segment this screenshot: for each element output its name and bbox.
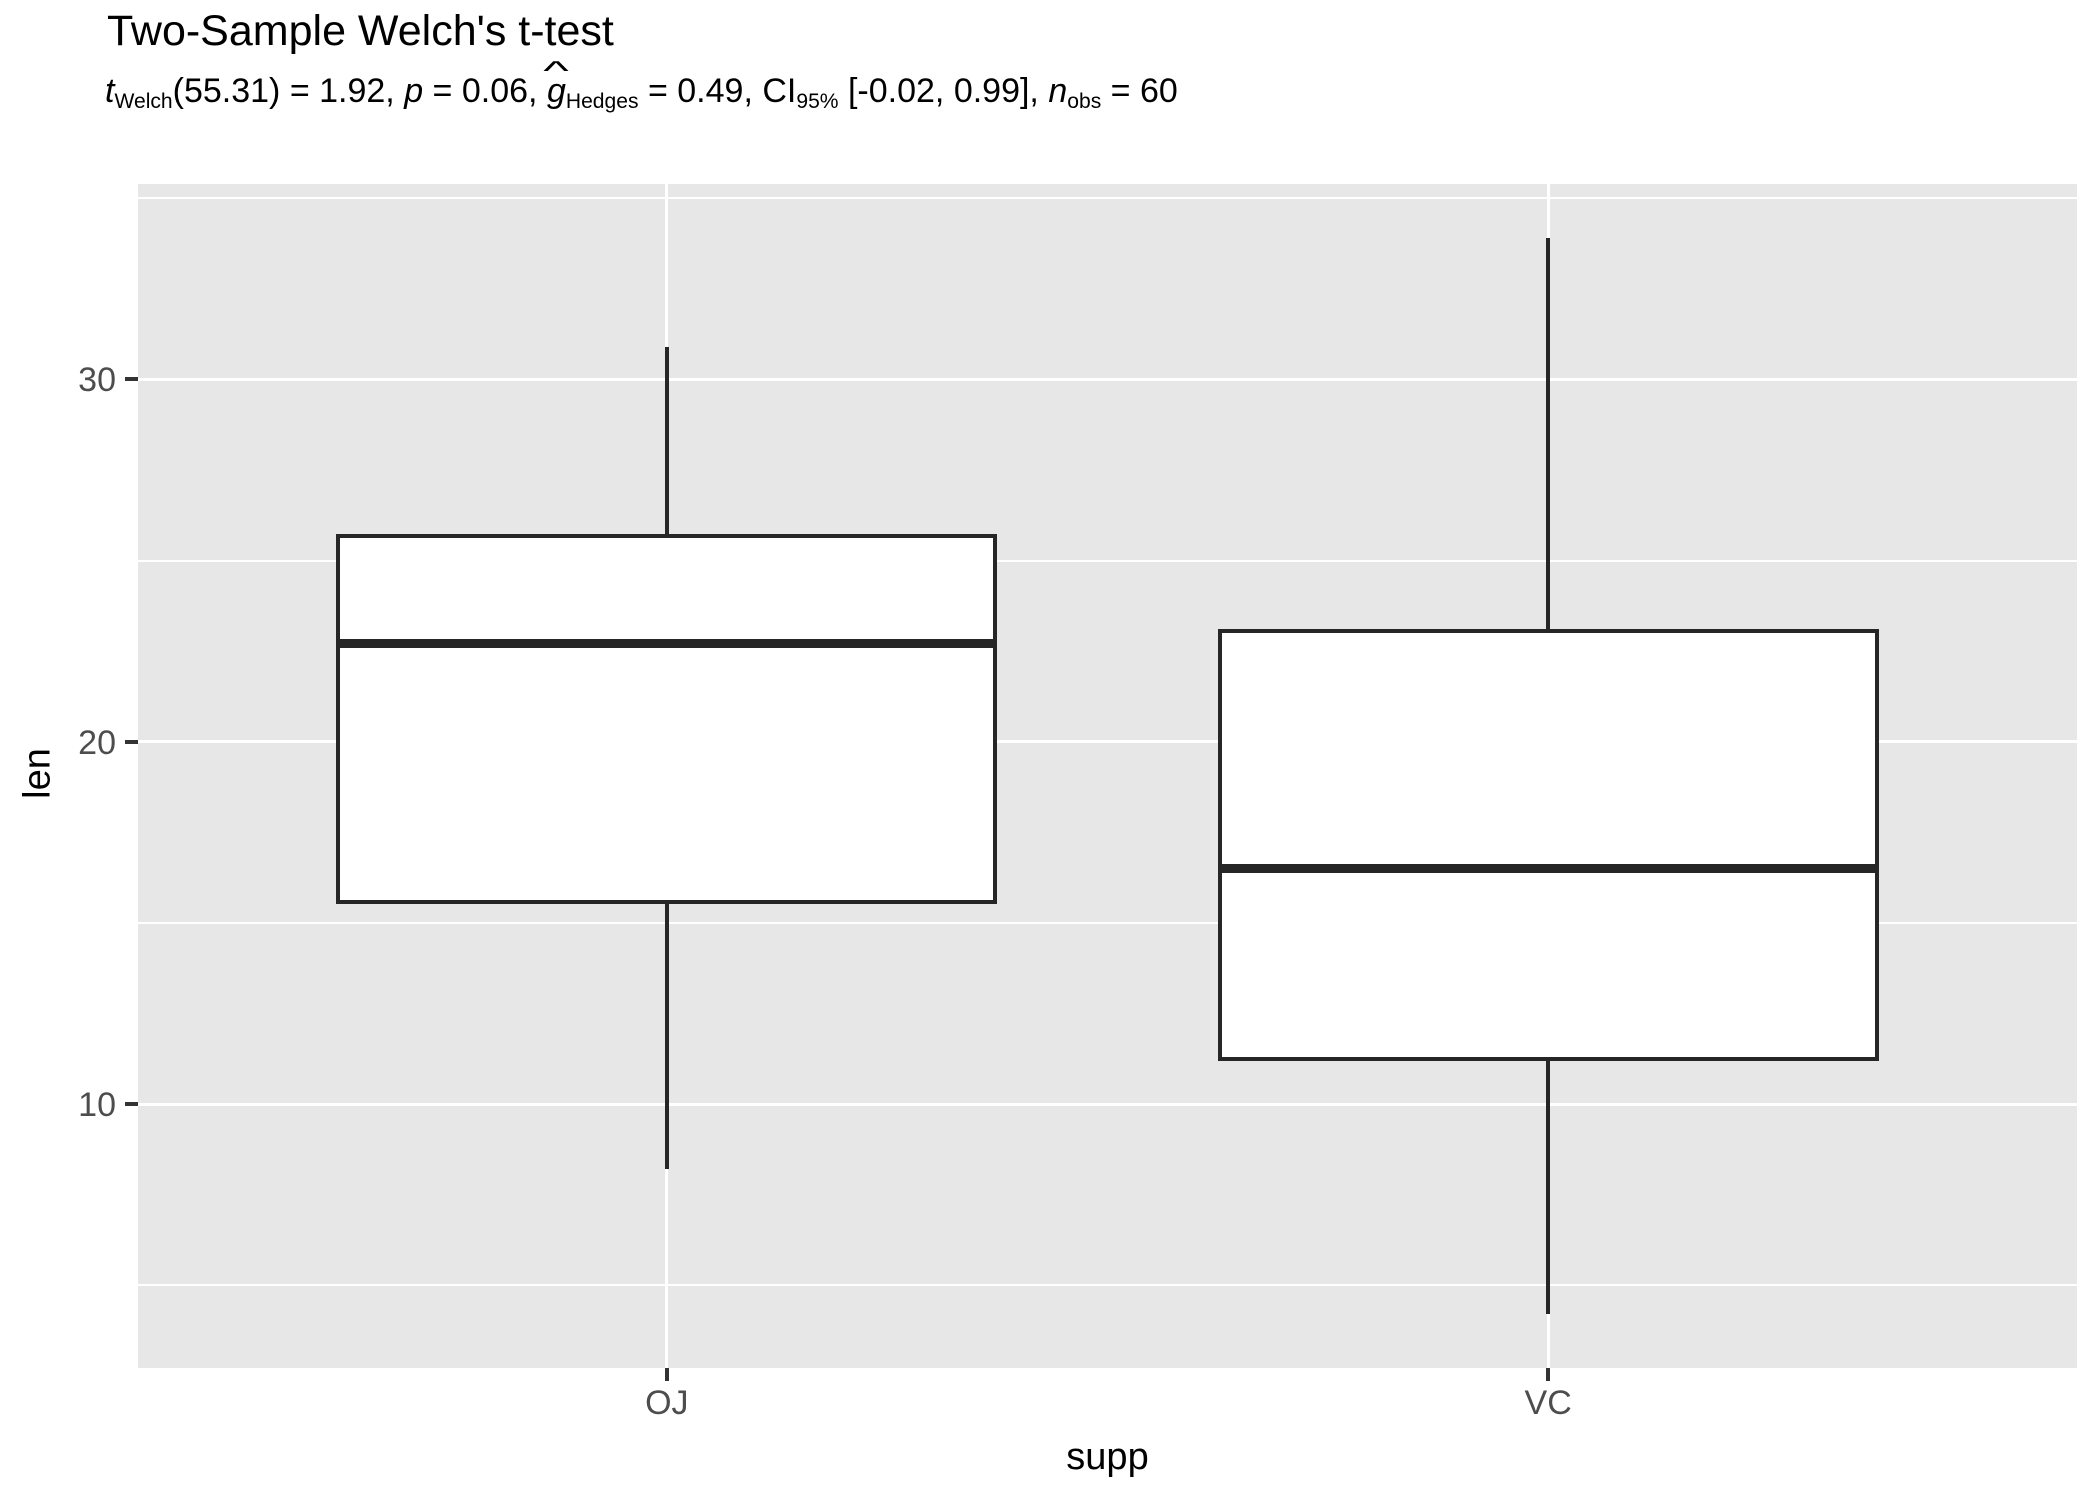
y-axis-title: len — [16, 748, 59, 799]
boxplot-box-vc — [1217, 629, 1879, 1061]
y-axis-tick-label: 30 — [78, 361, 116, 400]
subtitle-segment: 95% — [796, 89, 839, 113]
subtitle-segment: Welch — [114, 89, 173, 113]
x-axis-tick-label: VC — [1524, 1384, 1572, 1422]
y-major-gridline — [138, 377, 2077, 381]
y-major-gridline — [138, 740, 2077, 744]
y-minor-gridline — [138, 1284, 2077, 1287]
subtitle-segment: obs — [1067, 89, 1102, 113]
x-axis-tick — [664, 1368, 669, 1381]
y-minor-gridline — [138, 921, 2077, 924]
subtitle-segment: t — [105, 72, 115, 110]
plot-title: Two-Sample Welch's t-test — [107, 7, 614, 55]
hat-accent: ^ — [543, 55, 570, 87]
x-axis-title: supp — [1066, 1436, 1149, 1478]
y-minor-gridline — [138, 197, 2077, 200]
subtitle-segment: (55.31) = 1.92, — [172, 72, 405, 110]
x-axis-tick-label: OJ — [645, 1384, 689, 1422]
boxplot-median-oj — [340, 639, 994, 649]
y-major-gridline — [138, 1102, 2077, 1106]
y-axis-tick — [125, 739, 138, 744]
subtitle-segment: n — [1048, 72, 1068, 110]
subtitle-segment: = 60 — [1101, 72, 1178, 110]
plot-panel — [138, 184, 2077, 1368]
subtitle-ghat-segment: ^ g — [543, 55, 570, 110]
subtitle-segment: [-0.02, 0.99], — [838, 72, 1049, 110]
y-axis-tick-label: 20 — [78, 723, 116, 762]
y-axis-tick — [125, 1102, 138, 1107]
boxplot-box-oj — [336, 534, 998, 904]
y-minor-gridline — [138, 559, 2077, 562]
boxplot-median-vc — [1221, 864, 1875, 874]
plot-subtitle-stats: tWelch(55.31) = 1.92, p = 0.06, ^ gHedges… — [105, 55, 1178, 114]
subtitle-segment: Hedges — [565, 89, 639, 113]
subtitle-segment: = 0.49, CI — [638, 72, 797, 110]
subtitle-segment: = 0.06, — [423, 72, 547, 110]
x-axis-tick — [1546, 1368, 1551, 1381]
y-axis-tick-label: 10 — [78, 1086, 116, 1125]
y-axis-tick — [125, 377, 138, 382]
subtitle-segment: p — [404, 72, 424, 110]
